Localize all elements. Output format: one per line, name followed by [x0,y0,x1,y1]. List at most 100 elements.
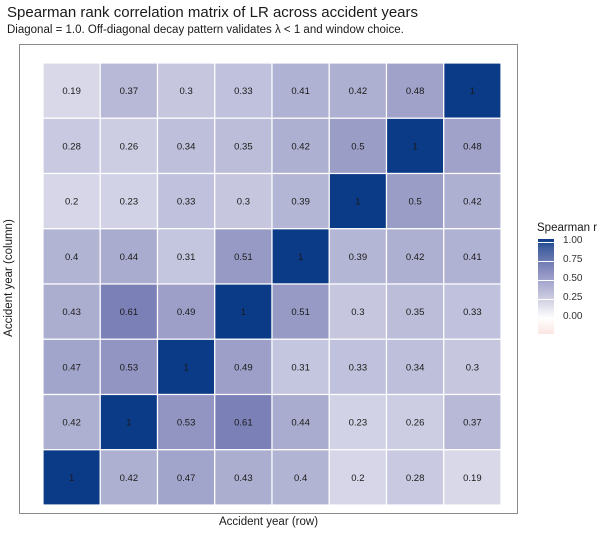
heatmap-cell [156,338,216,396]
heatmap-cell [385,338,445,396]
heatmap-cell [156,393,216,451]
heatmap-cell [443,449,502,506]
heatmap-cell-label: 0.51 [291,307,310,318]
heatmap-cell-label: 0.53 [177,418,196,429]
heatmap-cell-label: 0.37 [463,418,482,429]
legend-tick [538,242,554,243]
heatmap-cell-label: 1 [126,418,131,429]
heatmap-cell [443,283,502,340]
heatmap-cell [385,393,445,451]
heatmap-cell-label: 0.48 [463,141,482,152]
heatmap-cell-label: 0.26 [406,418,425,429]
heatmap-cell-label: 0.3 [180,86,193,97]
heatmap-cell [271,393,330,451]
heatmap-cell-label: 0.4 [294,473,307,484]
heatmap-cell [99,172,159,230]
heatmap-plot: 0.19 0.37 0.3 0.33 0.41 0.42 0.48 10.28 0.26 0.34… [42,62,502,506]
heatmap-cell-label: 0.34 [177,141,196,152]
heatmap-cell-label: 0.28 [406,473,425,484]
heatmap-cell-label: 0.31 [177,252,196,263]
heatmap-cell-label: 0.42 [463,197,482,208]
heatmap-cell [328,338,388,396]
legend-tick [538,261,554,262]
heatmap-cell [443,393,502,451]
heatmap-cell-label: 1 [355,197,360,208]
heatmap-cell-label: 0.28 [62,141,81,152]
heatmap-cell-label: 0.33 [234,86,253,97]
legend-tick [538,318,554,319]
legend-tick [538,280,554,281]
heatmap-cell [385,172,445,230]
heatmap-cell-label: 0.33 [349,362,368,373]
heatmap-cell [99,62,159,119]
heatmap-cell-label: 0.42 [120,473,139,484]
legend-label-1-00: 1.00 [563,235,583,246]
heatmap-cell-label: 0.42 [62,418,81,429]
heatmap-cell [271,172,330,230]
heatmap-cell [99,338,159,396]
heatmap-cell-label: 0.47 [177,473,196,484]
heatmap-cell [156,62,216,119]
heatmap-cell [328,449,388,506]
heatmap-cell [328,393,388,451]
heatmap-cell-label: 1 [298,252,303,263]
heatmap-cell-label: 0.34 [406,362,425,373]
heatmap-cell [443,117,502,175]
heatmap-cell-label: 0.35 [234,141,253,152]
color-legend: Spearman r 1.00 0.75 0.50 0.25 0.00 [536,222,606,342]
heatmap-cell [271,283,330,340]
heatmap-cell-label: 0.49 [177,307,196,318]
heatmap-cell-label: 0.44 [120,252,139,263]
legend-label-0-00: 0.00 [563,311,583,322]
heatmap-cell-label: 0.43 [62,307,81,318]
heatmap-cell [385,228,445,285]
heatmap-cell [156,449,216,506]
heatmap-cell-label: 0.2 [65,197,78,208]
heatmap-cell [214,172,273,230]
legend-label-0-75: 0.75 [563,254,583,265]
heatmap-cell-label: 0.42 [349,86,368,97]
heatmap-cell-label: 0.42 [406,252,425,263]
heatmap-cell [328,172,388,230]
heatmap-cell [214,449,273,506]
heatmap-cell [328,117,388,175]
heatmap-cell [156,172,216,230]
legend-colorbar [538,239,554,334]
legend-label-0-50: 0.50 [563,273,583,284]
heatmap-cell-label: 0.61 [234,418,253,429]
legend-label-0-25: 0.25 [563,292,583,303]
legend-title: Spearman r [537,222,598,234]
heatmap-cell-label: 0.4 [65,252,78,263]
plot-panel: 0.19 0.37 0.3 0.33 0.41 0.42 0.48 1 0.28 0.26 0.34… [19,44,518,514]
heatmap-cell-label: 0.3 [466,362,479,373]
heatmap-cell-label: 0.33 [463,307,482,318]
heatmap-cell-label: 0.23 [349,418,368,429]
heatmap-cell-label: 0.19 [463,473,482,484]
heatmap-cell [271,228,330,285]
heatmap-cell-label: 0.26 [120,141,139,152]
heatmap-cell-label: 0.23 [120,197,139,208]
heatmap-cell-label: 0.61 [120,307,139,318]
heatmap-cell [443,338,502,396]
heatmap-cell [271,338,330,396]
heatmap-cell [328,62,388,119]
heatmap-cell [214,228,273,285]
heatmap-cell [42,393,101,451]
legend-tick [538,299,554,300]
heatmap-cell-label: 1 [412,141,417,152]
heatmap-cell [443,172,502,230]
heatmap-cell [443,62,502,119]
heatmap-cell-label: 0.51 [234,252,253,263]
heatmap-cell-label: 0.35 [406,307,425,318]
heatmap-cell [214,117,273,175]
heatmap-cell-label: 1 [241,307,246,318]
chart-title: Spearman rank correlation matrix of LR a… [7,4,419,21]
heatmap-cell-label: 0.3 [351,307,364,318]
heatmap-cell-label: 0.41 [291,86,310,97]
x-axis-label: Accident year (row) [218,516,319,528]
heatmap-cell-label: 0.44 [291,418,310,429]
heatmap-cell [42,172,101,230]
heatmap-cell-label: 0.42 [291,141,310,152]
heatmap-cell-label: 0.53 [120,362,139,373]
heatmap-cell [385,283,445,340]
